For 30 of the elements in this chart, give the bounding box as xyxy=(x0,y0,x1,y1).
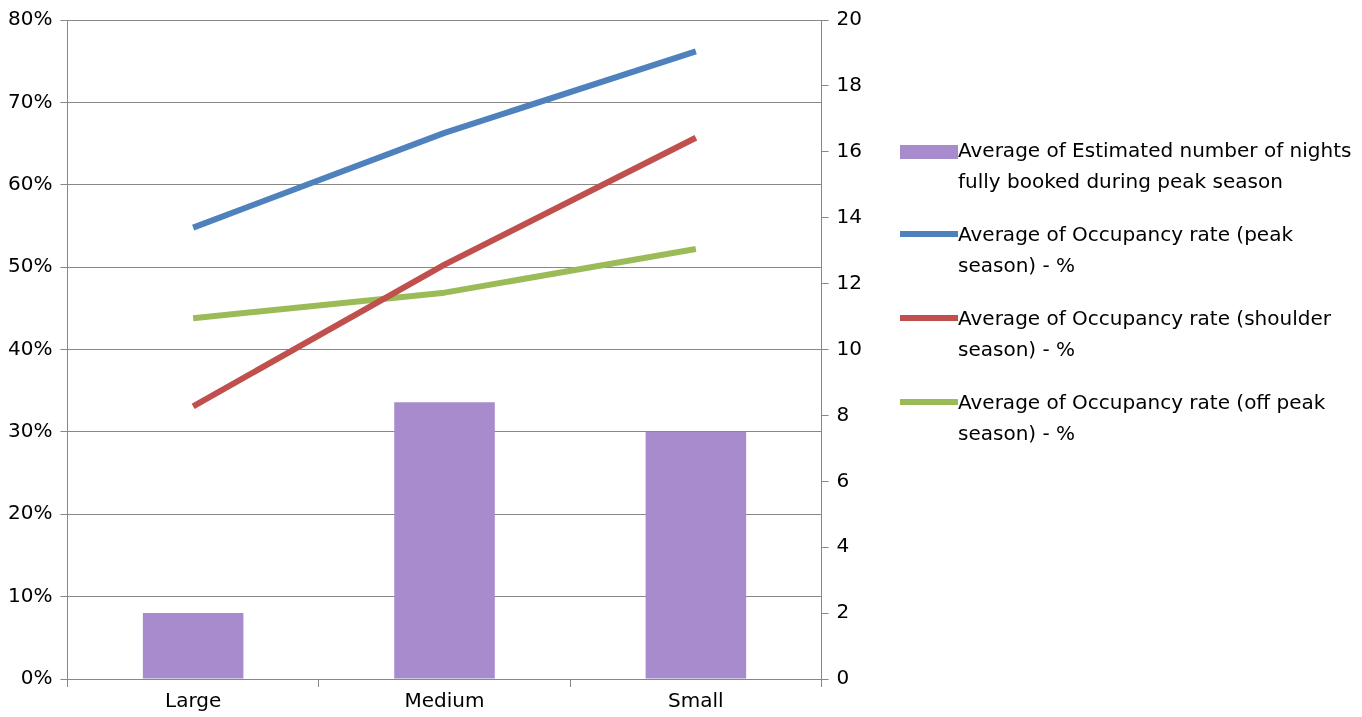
y-tick-label: 70% xyxy=(8,88,53,113)
bar xyxy=(394,402,495,679)
y2-tick-label: 0 xyxy=(836,665,850,690)
x-tick-label: Medium xyxy=(404,688,485,713)
y-tick-label: 20% xyxy=(8,500,53,525)
bar xyxy=(142,613,244,679)
y-tick-label: 30% xyxy=(8,418,53,443)
y2-tick-label: 18 xyxy=(836,72,862,97)
y2-tick-label: 4 xyxy=(836,533,850,558)
legend-label: Average of Occupancy rate (peak season) - % xyxy=(958,221,1294,279)
y2-tick-label: 10 xyxy=(836,335,862,360)
legend-label: Average of Occupancy rate (off peak season) - % xyxy=(958,389,1327,447)
y-tick-label: 50% xyxy=(8,253,53,278)
y2-tick-label: 2 xyxy=(836,599,850,624)
y-tick-label: 60% xyxy=(8,170,53,195)
x-tick-label: Large xyxy=(165,688,222,713)
y2-tick-label: 6 xyxy=(836,467,850,492)
y2-tick-label: 14 xyxy=(836,203,862,228)
y2-tick-label: 8 xyxy=(836,401,850,426)
y-tick-label: 10% xyxy=(8,582,53,607)
y2-tick-label: 16 xyxy=(836,138,862,162)
y-tick-label: 40% xyxy=(8,335,53,360)
bar xyxy=(645,431,747,679)
y2-tick-label: 20 xyxy=(836,6,862,31)
legend-label: Average of Occupancy rate (shoulder season) - % xyxy=(958,305,1332,363)
y2-tick-label: 12 xyxy=(836,269,862,294)
y-tick-label: 80% xyxy=(8,6,53,31)
legend-label: Average of Estimated number of nights fully booked during peak season xyxy=(958,137,1353,195)
x-tick-label: Small xyxy=(668,688,724,713)
y-tick-label: 0% xyxy=(20,665,53,690)
